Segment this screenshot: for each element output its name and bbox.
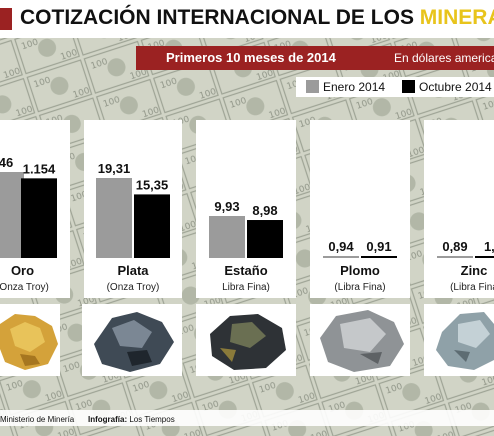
- bar-plomo-enero: [323, 256, 359, 258]
- bar-plata-octubre: [134, 194, 170, 258]
- panel-chart-plata: 19,31 15,35 Plata (Onza Troy): [96, 161, 170, 293]
- subtitle-bar: Primeros 10 meses de 2014 En dólares ame…: [136, 46, 494, 70]
- lead-ore-image: [310, 304, 410, 376]
- legend-label-enero: Enero 2014: [323, 80, 386, 94]
- data-label-oro-octubre: 1.154: [23, 161, 56, 176]
- title-accent-square: [0, 8, 12, 30]
- panel-plomo: 0,94 0,91 Plomo (Libra Fina): [310, 120, 410, 298]
- data-label-oro-enero: 46: [0, 155, 13, 170]
- bar-oro-enero: [0, 172, 24, 258]
- panel-chart-oro: 46 1.154 Oro (Onza Troy): [0, 155, 57, 293]
- bar-zinc-enero: [437, 256, 473, 258]
- mineral-name-oro: Oro: [11, 263, 34, 278]
- mineral-name-plata: Plata: [117, 263, 149, 278]
- panel-chart-plomo: 0,94 0,91 Plomo (Libra Fina): [323, 239, 397, 293]
- zinc-ore-image: [424, 304, 494, 376]
- panel-plata: 19,31 15,35 Plata (Onza Troy): [84, 120, 182, 298]
- gold-nugget-image: [0, 304, 60, 376]
- bar-plomo-octubre: [361, 256, 397, 258]
- infographic-credit-value: Los Tiempos: [129, 415, 175, 424]
- panel-oro: 46 1.154 Oro (Onza Troy): [0, 120, 70, 298]
- title-highlight: MINERALES: [419, 6, 494, 29]
- bar-estaño-octubre: [247, 220, 283, 258]
- mineral-unit-zinc: (Libra Fina: [450, 282, 494, 293]
- legend-swatch-enero: [306, 80, 319, 93]
- title-prefix: COTIZACIÓN INTERNACIONAL DE LOS: [20, 6, 420, 29]
- panel-chart-estaño: 9,93 8,98 Estaño Libra Fina): [209, 199, 283, 293]
- mineral-unit-estaño: Libra Fina): [222, 282, 270, 293]
- mineral-unit-plata: (Onza Troy): [107, 282, 160, 293]
- legend: Enero 2014 Octubre 2014: [296, 77, 494, 97]
- tin-ore-image: [196, 304, 296, 376]
- silver-ore-image: [82, 304, 182, 376]
- credits-bar: [0, 410, 494, 426]
- source-credit: Ministerio de Minería: [0, 415, 75, 424]
- infographic-credit-label: Infografía:: [88, 415, 128, 424]
- data-label-plomo-octubre: 0,91: [366, 239, 391, 254]
- mineral-name-estaño: Estaño: [224, 263, 267, 278]
- panel-estaño: 9,93 8,98 Estaño Libra Fina): [196, 120, 296, 298]
- mineral-unit-plomo: (Libra Fina): [334, 282, 385, 293]
- unit-label: En dólares american: [394, 51, 494, 65]
- data-label-estaño-octubre: 8,98: [252, 203, 277, 218]
- legend-swatch-octubre: [402, 80, 415, 93]
- bar-zinc-octubre: [475, 256, 494, 258]
- legend-label-octubre: Octubre 2014: [419, 80, 492, 94]
- data-label-estaño-enero: 9,93: [214, 199, 239, 214]
- panel-chart-zinc: 0,89 1,0 Zinc (Libra Fina: [437, 239, 494, 293]
- data-label-zinc-octubre: 1,0: [484, 239, 494, 254]
- bar-plata-enero: [96, 178, 132, 258]
- data-label-plata-enero: 19,31: [98, 161, 131, 176]
- infographic-title: COTIZACIÓN INTERNACIONAL DE LOS MINERALE…: [0, 0, 494, 38]
- infographic-credit: Infografía: Los Tiempos: [88, 415, 175, 424]
- data-label-zinc-enero: 0,89: [442, 239, 467, 254]
- mineral-name-zinc: Zinc: [461, 263, 488, 278]
- mineral-unit-oro: (Onza Troy): [0, 282, 49, 293]
- period-label: Primeros 10 meses de 2014: [166, 50, 336, 65]
- data-label-plomo-enero: 0,94: [328, 239, 354, 254]
- bar-oro-octubre: [21, 178, 57, 258]
- bar-estaño-enero: [209, 216, 245, 258]
- mineral-name-plomo: Plomo: [340, 263, 380, 278]
- panel-zinc: 0,89 1,0 Zinc (Libra Fina: [424, 120, 494, 298]
- data-label-plata-octubre: 15,35: [136, 177, 169, 192]
